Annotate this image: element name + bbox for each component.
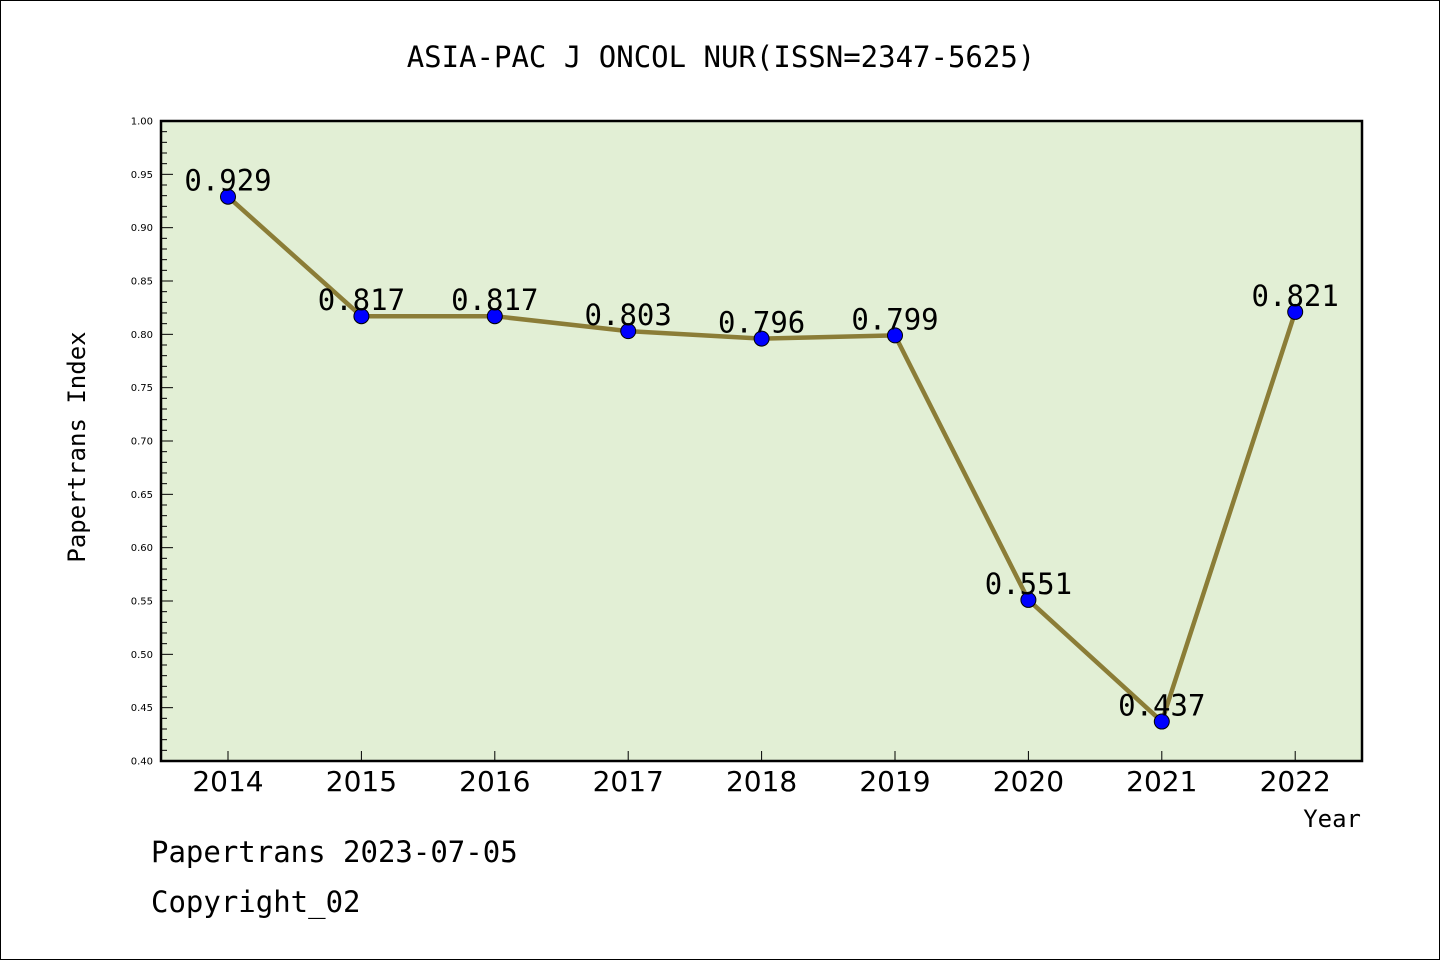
- x-tick-label: 2015: [326, 765, 397, 798]
- x-tick-label: 2019: [859, 765, 930, 798]
- y-tick-label: 0.85: [131, 277, 153, 288]
- x-tick-label: 2022: [1260, 765, 1331, 798]
- data-point: [1020, 591, 1037, 608]
- y-tick-label: 0.60: [131, 543, 153, 554]
- y-axis-label: Papertrans Index: [63, 331, 91, 562]
- data-point: [620, 323, 637, 340]
- x-tick-label: 2018: [726, 765, 797, 798]
- data-label: 0.437: [1118, 689, 1205, 723]
- footer-date: Papertrans 2023-07-05: [151, 835, 518, 869]
- y-tick-label: 0.40: [131, 757, 153, 768]
- x-tick-label: 2017: [593, 765, 664, 798]
- data-label: 0.803: [585, 298, 672, 332]
- data-label: 0.817: [318, 283, 405, 317]
- data-label: 0.551: [985, 567, 1072, 601]
- data-point: [1153, 713, 1170, 730]
- data-label: 0.821: [1252, 279, 1339, 313]
- data-point: [753, 330, 770, 347]
- footer-copyright: Copyright_02: [151, 885, 361, 919]
- y-tick-label: 0.55: [131, 597, 153, 608]
- x-axis-label: Year: [1303, 805, 1361, 833]
- chart-title: ASIA-PAC J ONCOL NUR(ISSN=2347-5625): [407, 40, 1036, 74]
- data-label: 0.796: [718, 306, 805, 340]
- data-point: [486, 308, 503, 325]
- y-tick-label: 0.65: [131, 490, 153, 501]
- y-tick-label: 0.95: [131, 170, 153, 181]
- y-tick-label: 0.45: [131, 703, 153, 714]
- y-tick-label: 0.70: [131, 437, 153, 448]
- data-point: [1287, 303, 1304, 320]
- x-tick-label: 2016: [459, 765, 530, 798]
- y-tick-label: 1.00: [131, 117, 153, 128]
- data-label: 0.929: [184, 164, 271, 198]
- x-tick-label: 2020: [993, 765, 1064, 798]
- y-tick-label: 0.80: [131, 330, 153, 341]
- x-tick-label: 2021: [1126, 765, 1197, 798]
- data-point: [887, 327, 903, 344]
- data-label: 0.817: [451, 283, 538, 317]
- plot-area: [159, 119, 1364, 763]
- x-tick-label: 2014: [192, 765, 263, 798]
- series-group: 0.929 0.817 0.817 0.803 0.796 0.799 0.551 0.437…: [184, 164, 1339, 730]
- y-tick-label: 0.75: [131, 383, 153, 394]
- y-axis: 0.40 0.45 0.50 0.55 0.60 0.65 0.70 0.75 0.80 0.85…: [131, 117, 173, 768]
- y-tick-label: 0.50: [131, 650, 153, 661]
- x-axis: 2014 2015 2016 2017 2018 2019 2020 2021 2022: [192, 751, 1331, 798]
- data-point: [353, 308, 370, 325]
- data-point: [220, 188, 236, 205]
- y-tick-label: 0.90: [131, 223, 153, 234]
- data-label: 0.799: [851, 302, 938, 336]
